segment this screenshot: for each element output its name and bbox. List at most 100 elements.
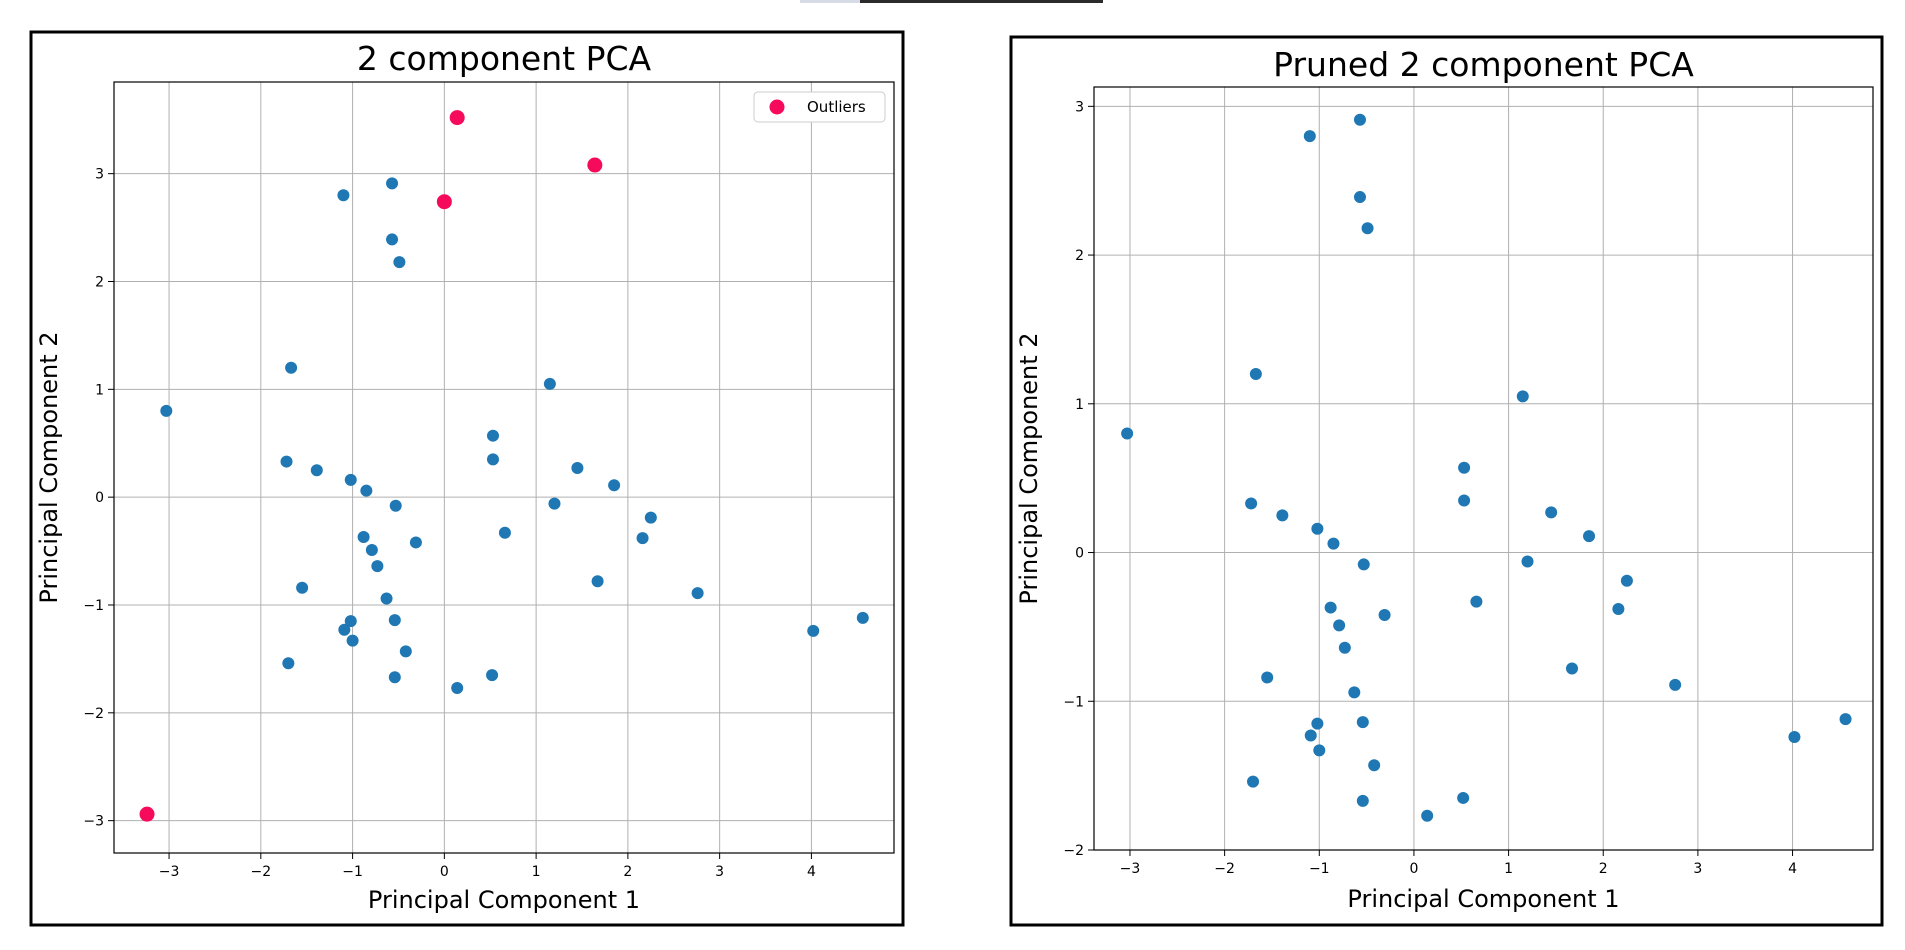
pca-data-point	[591, 575, 604, 588]
pruned-pca-data-point	[1311, 522, 1324, 535]
pruned-pca-figure-frame	[1009, 35, 1884, 927]
pruned-pca-data-point	[1457, 791, 1470, 804]
pca-data-point	[409, 536, 422, 549]
pca-data-point	[310, 464, 323, 477]
pca-x-tick-label: 0	[440, 864, 449, 880]
pruned-pca-data-point	[1353, 113, 1366, 126]
pca-outlier-point	[449, 110, 465, 126]
pruned-pca-point-series	[1121, 113, 1852, 822]
pruned-pca-x-tick-label: −3	[1120, 861, 1141, 877]
pruned-pca-data-point	[1276, 509, 1289, 522]
pruned-pca-x-axis-title: Principal Component 1	[1347, 885, 1619, 913]
pruned-pca-data-point	[1516, 390, 1529, 403]
pca-outlier-point	[436, 194, 452, 210]
pruned-pca-data-point	[1303, 130, 1316, 143]
pca-y-axis-title: Principal Component 2	[35, 331, 63, 603]
pruned-pca-data-point	[1357, 558, 1370, 571]
pca-data-point	[280, 455, 293, 468]
pca-data-point	[543, 377, 556, 390]
pca-axes-frame	[113, 81, 895, 854]
pca-data-point	[365, 543, 378, 556]
pca-data-point	[856, 611, 869, 624]
pca-data-point	[498, 526, 511, 539]
pca-data-point	[807, 624, 820, 637]
pca-data-point	[486, 453, 499, 466]
pca-x-axis-title: Principal Component 1	[368, 886, 640, 914]
pca-y-tick-label: 1	[95, 382, 104, 398]
pca-data-point	[360, 484, 373, 497]
pruned-pca-data-point	[1368, 759, 1381, 772]
pruned-pca-data-point	[1378, 609, 1391, 622]
pruned-pca-title: Pruned 2 component PCA	[1273, 45, 1694, 84]
pruned-pca-x-tick-label: 3	[1693, 861, 1702, 877]
pca-y-tick-label: 3	[95, 167, 104, 183]
pruned-pca-data-point	[1327, 537, 1340, 550]
pruned-pca-data-point	[1261, 671, 1274, 684]
pruned-pca-y-tick-label: 1	[1075, 397, 1084, 413]
pruned-pca-axes-frame	[1093, 86, 1874, 851]
pruned-pca-data-point	[1247, 775, 1260, 788]
pca-x-tick-label: 2	[623, 864, 632, 880]
pruned-pca-data-point	[1788, 730, 1801, 743]
pca-y-tick-label: −3	[83, 814, 104, 830]
pca-data-point	[393, 256, 406, 269]
pruned-pca-data-point	[1324, 601, 1337, 614]
pca-data-point	[644, 511, 657, 524]
pruned-pca-data-point	[1353, 191, 1366, 204]
pca-x-tick-label: 4	[807, 864, 816, 880]
pca-y-tick-label: 0	[95, 490, 104, 506]
pca-data-point	[451, 682, 464, 695]
pca-data-point	[338, 623, 351, 636]
pca-data-point	[571, 462, 584, 475]
pca-outlier-point	[587, 157, 603, 173]
pruned-pca-data-point	[1470, 595, 1483, 608]
top-edge-strip-dark	[860, 0, 1103, 3]
pruned-pca-y-tick-label: 2	[1075, 248, 1084, 264]
pca-data-point	[388, 614, 401, 627]
top-edge-strip	[800, 0, 1103, 3]
pca-data-point	[399, 645, 412, 658]
pca-x-tick-label: 3	[715, 864, 724, 880]
pca-data-point	[548, 497, 561, 510]
pruned-pca-data-point	[1458, 494, 1471, 507]
pruned-pca-data-point	[1612, 603, 1625, 616]
pruned-pca-data-point	[1338, 641, 1351, 654]
pruned-pca-y-tick-label: 0	[1075, 546, 1084, 562]
pca-data-point	[160, 404, 173, 417]
pca-point-series	[160, 177, 869, 695]
pca-data-point	[486, 429, 499, 442]
pruned-pca-data-point	[1356, 794, 1369, 807]
pca-data-point	[346, 634, 359, 647]
pca-data-point	[344, 615, 357, 628]
pruned-pca-data-point	[1304, 729, 1317, 742]
pca-data-point	[337, 189, 350, 202]
pca-x-tick-label: −1	[342, 864, 363, 880]
pca-title: 2 component PCA	[357, 39, 652, 78]
pca-data-point	[357, 531, 370, 544]
pca-outlier-point	[139, 806, 155, 822]
pca-data-point	[691, 587, 704, 600]
pca-data-point	[380, 592, 393, 605]
pca-legend: Outliers	[753, 91, 886, 123]
pruned-pca-data-point	[1545, 506, 1558, 519]
pca-data-point	[296, 581, 309, 594]
pruned-pca-x-tick-label: 4	[1788, 861, 1797, 877]
pruned-pca-data-point	[1121, 427, 1134, 440]
pruned-pca-data-point	[1421, 809, 1434, 822]
pruned-pca-data-point	[1311, 717, 1324, 730]
pruned-pca-data-point	[1839, 713, 1852, 726]
pca-data-point	[344, 473, 357, 486]
pca-figure-frame	[29, 30, 905, 927]
pruned-pca-y-tick-label: −2	[1063, 843, 1084, 859]
pruned-pca-data-point	[1356, 716, 1369, 729]
pca-data-point	[608, 479, 621, 492]
pruned-pca-data-point	[1245, 497, 1258, 510]
pca-x-tick-label: 1	[532, 864, 541, 880]
pca-data-point	[371, 560, 384, 573]
top-edge-strip-light	[800, 0, 860, 3]
pca-data-point	[386, 177, 399, 190]
pruned-pca-chart: Pruned 2 component PCA −3 −2 −1 0 1 2 3 4 −2 −1 0 1 2…	[1009, 35, 1884, 927]
pruned-pca-x-tick-label: 2	[1599, 861, 1608, 877]
pruned-pca-x-tick-label: −1	[1309, 861, 1330, 877]
pruned-pca-data-point	[1249, 368, 1262, 381]
